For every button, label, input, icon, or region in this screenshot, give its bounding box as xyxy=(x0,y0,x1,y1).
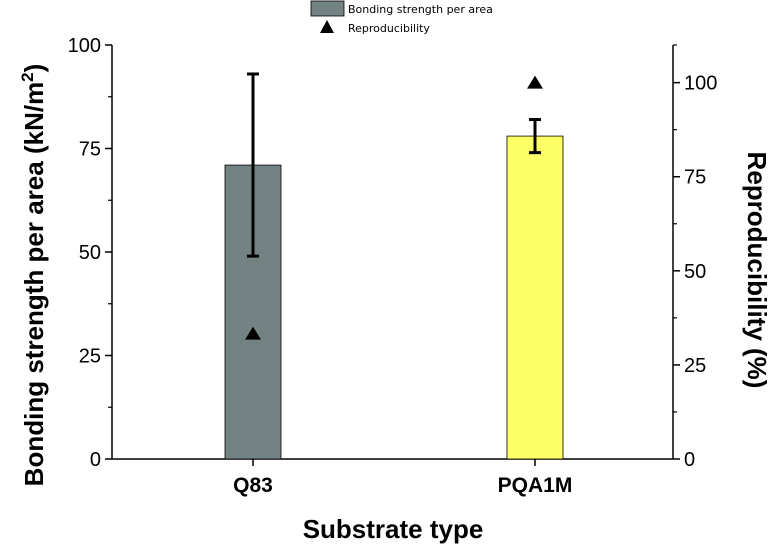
right-tick-label-75: 75 xyxy=(684,167,706,189)
right-tick-label-0: 0 xyxy=(684,449,695,471)
right-axis: 0 25 50 75 100 xyxy=(673,44,717,471)
x-tick-label-q83: Q83 xyxy=(233,474,273,497)
plot-frame xyxy=(111,45,674,460)
x-axis-title: Substrate type xyxy=(303,514,484,544)
reproducibility-markers xyxy=(245,75,543,340)
y-axis-title: Bonding strength per area (kN/m2) xyxy=(18,64,49,487)
legend-label-bonding-strength: Bonding strength per area xyxy=(348,3,493,16)
x-tick-label-pqa1m: PQA1M xyxy=(498,474,573,497)
right-tick-label-25: 25 xyxy=(684,355,706,377)
legend-swatch-bonding-strength xyxy=(310,0,345,17)
bars xyxy=(224,135,564,460)
left-tick-label-75: 75 xyxy=(79,139,101,161)
right-tick-label-100: 100 xyxy=(684,73,717,95)
right-tick-label-50: 50 xyxy=(684,261,706,283)
legend: Bonding strength per area Reproducibilit… xyxy=(310,0,493,35)
left-tick-label-50: 50 xyxy=(79,242,101,264)
legend-marker-reproducibility xyxy=(320,20,334,33)
bar-pqa1m xyxy=(506,135,564,460)
left-tick-label-100: 100 xyxy=(68,35,101,57)
left-axis: 0 25 50 75 100 xyxy=(68,35,112,471)
left-tick-label-25: 25 xyxy=(79,346,101,368)
left-tick-label-0: 0 xyxy=(90,449,101,471)
error-bars xyxy=(247,72,541,258)
x-axis: Q83 PQA1M xyxy=(233,459,572,497)
y2-axis-title: Reproducibility (%) xyxy=(742,152,768,389)
legend-label-reproducibility: Reproducibility xyxy=(348,22,430,35)
reproducibility-point-pqa1m xyxy=(527,75,543,89)
reproducibility-point-q83 xyxy=(245,326,261,340)
